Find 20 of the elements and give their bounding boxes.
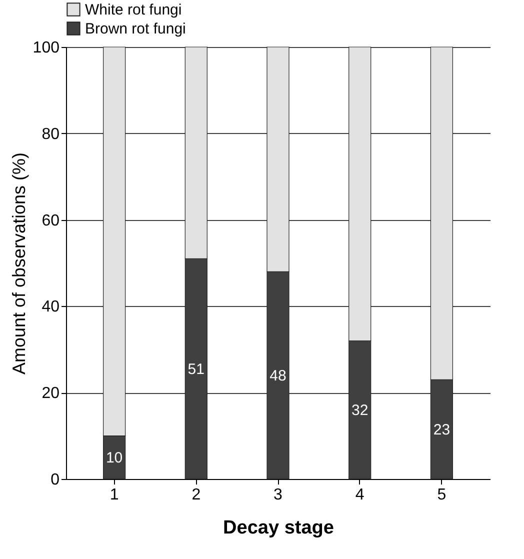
- data-label: 10: [106, 449, 123, 466]
- x-tick-label: 5: [437, 486, 446, 504]
- x-axis-title: Decay stage: [223, 518, 334, 538]
- y-tick-label: 0: [50, 472, 60, 488]
- y-tick-label: 80: [42, 126, 60, 143]
- x-tick-label: 3: [274, 486, 283, 504]
- y-tick-label: 40: [42, 298, 60, 316]
- data-label: 48: [270, 367, 286, 384]
- y-axis-title: Amount of observations (%): [8, 152, 29, 375]
- data-label: 51: [188, 360, 204, 378]
- legend-label: Brown rot fungi: [85, 20, 186, 38]
- legend-label: White rot fungi: [85, 2, 182, 18]
- data-label: 32: [352, 402, 368, 419]
- x-tick-label: 4: [355, 486, 364, 504]
- y-tick-label: 60: [42, 212, 60, 230]
- x-tick-label: 2: [192, 486, 201, 504]
- x-tick-label: 1: [110, 486, 119, 504]
- y-tick-label: 100: [32, 40, 60, 56]
- data-label: 23: [433, 421, 450, 438]
- y-tick-label: 20: [42, 385, 60, 402]
